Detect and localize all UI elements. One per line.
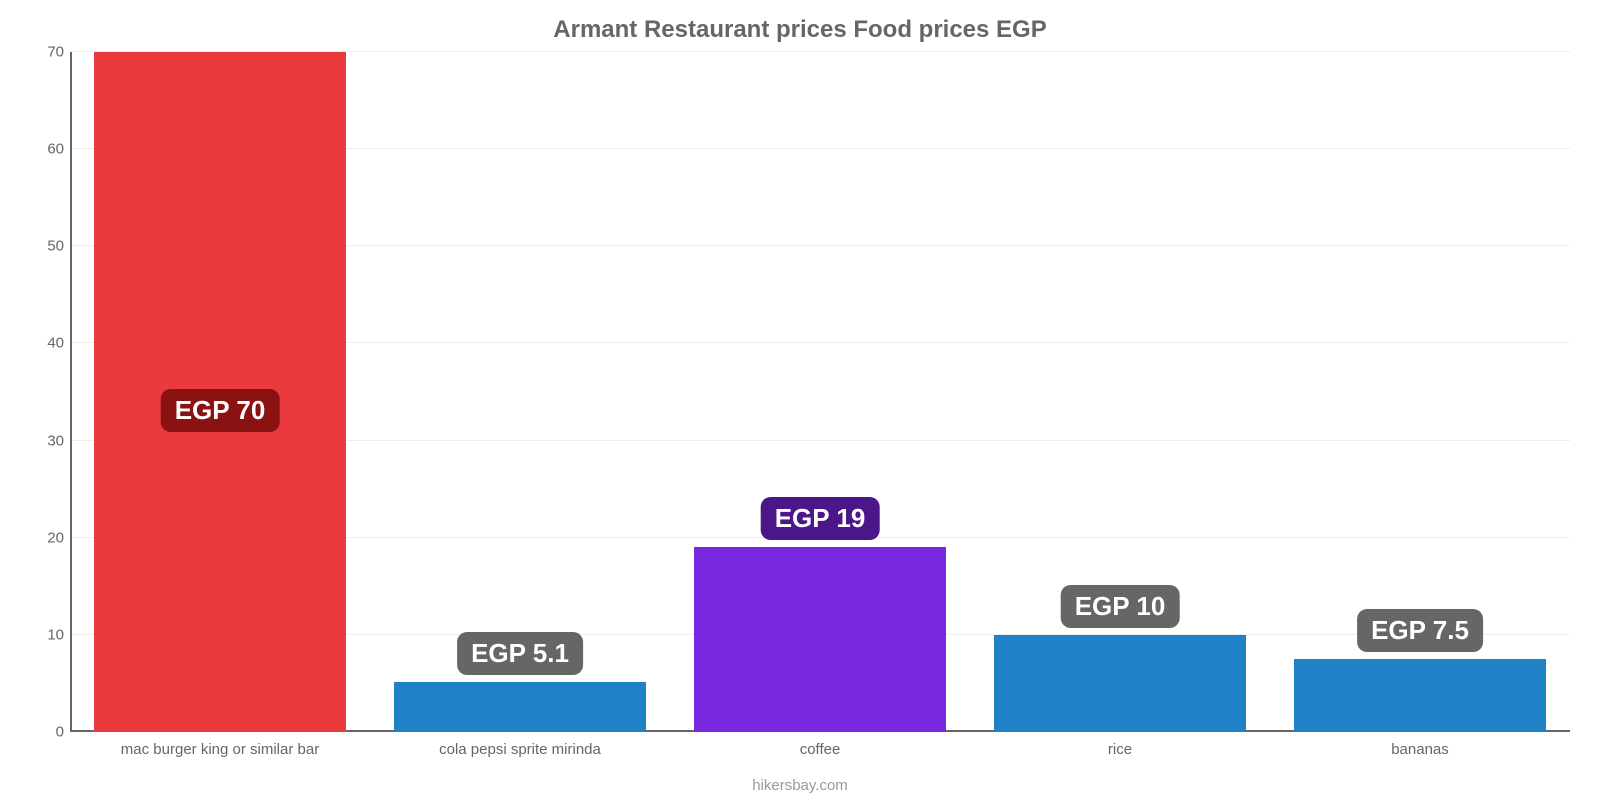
x-label: coffee bbox=[670, 741, 970, 758]
y-tick: 20 bbox=[30, 529, 64, 546]
x-label: rice bbox=[970, 741, 1270, 758]
y-tick: 60 bbox=[30, 141, 64, 158]
source-label: hikersbay.com bbox=[0, 777, 1600, 794]
x-label: mac burger king or similar bar bbox=[70, 741, 370, 758]
bar: EGP 19 bbox=[694, 547, 946, 732]
bar: EGP 5.1 bbox=[394, 682, 646, 732]
chart-title: Armant Restaurant prices Food prices EGP bbox=[30, 10, 1570, 48]
bar: EGP 10 bbox=[994, 635, 1246, 732]
data-label: EGP 7.5 bbox=[1357, 609, 1483, 652]
plot-area: 010203040506070 EGP 70EGP 5.1EGP 19EGP 1… bbox=[30, 52, 1570, 732]
bar-slot: EGP 10 bbox=[970, 52, 1270, 732]
chart-container: Armant Restaurant prices Food prices EGP… bbox=[0, 0, 1600, 800]
bar-slot: EGP 19 bbox=[670, 52, 970, 732]
y-axis: 010203040506070 bbox=[30, 52, 70, 732]
y-tick: 40 bbox=[30, 335, 64, 352]
x-label: cola pepsi sprite mirinda bbox=[370, 741, 670, 758]
bar: EGP 70 bbox=[94, 52, 346, 732]
bar-slot: EGP 7.5 bbox=[1270, 52, 1570, 732]
data-label: EGP 19 bbox=[761, 497, 880, 540]
y-tick: 50 bbox=[30, 238, 64, 255]
y-tick: 10 bbox=[30, 626, 64, 643]
data-label: EGP 10 bbox=[1061, 585, 1180, 628]
bar-slot: EGP 70 bbox=[70, 52, 370, 732]
y-tick: 70 bbox=[30, 44, 64, 61]
bar: EGP 7.5 bbox=[1294, 659, 1546, 732]
bar-slot: EGP 5.1 bbox=[370, 52, 670, 732]
y-tick: 30 bbox=[30, 432, 64, 449]
y-tick: 0 bbox=[30, 724, 64, 741]
x-labels: mac burger king or similar barcola pepsi… bbox=[70, 741, 1570, 758]
x-label: bananas bbox=[1270, 741, 1570, 758]
data-label: EGP 70 bbox=[161, 389, 280, 432]
data-label: EGP 5.1 bbox=[457, 632, 583, 675]
bars-group: EGP 70 EGP 5.1 EGP 19 EGP 10 EGP 7.5 bbox=[70, 52, 1570, 732]
